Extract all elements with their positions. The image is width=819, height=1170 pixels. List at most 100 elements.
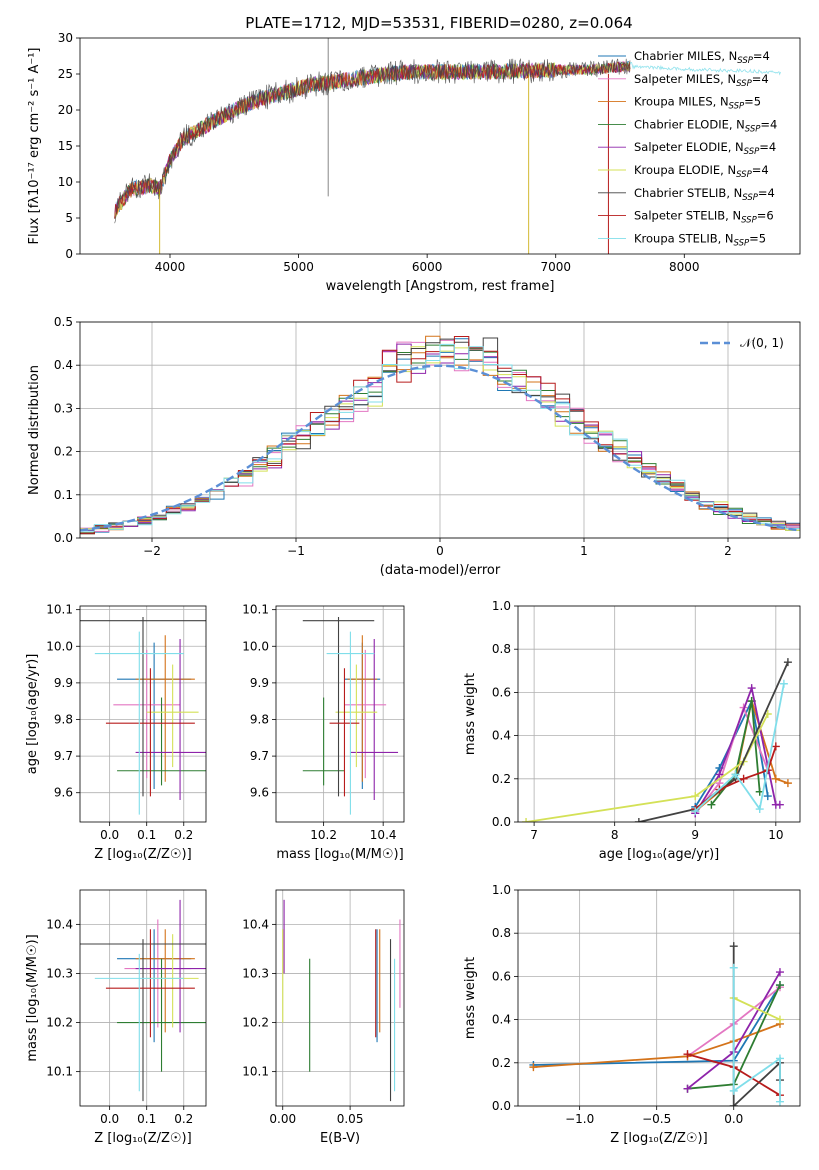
legend-label: Chabrier ELODIE, NSSP=4 (634, 117, 777, 134)
x-axis-label: mass [log₁₀(M/M☉)] (276, 847, 403, 862)
mass-weight-marker (729, 1102, 738, 1106)
y-tick-label: 0.0 (492, 815, 511, 829)
legend-label: Chabrier STELIB, NSSP=4 (634, 186, 775, 203)
axes-frame (79, 605, 207, 823)
plot-area-spectrum (114, 38, 781, 254)
mass-weight-line (638, 661, 789, 822)
y-tick-label: 10.4 (242, 917, 269, 931)
y-tick-label: 0.6 (492, 969, 511, 983)
panel-mass_vs_z: 0.0 0.1 0.2 10.1 10.2 10.3 10.4 Z [log₁₀(Z/Z☉)]… (25, 889, 207, 1146)
y-tick-label: 0.4 (54, 358, 73, 372)
legend-label: Salpeter ELODIE, NSSP=4 (634, 140, 776, 157)
axes-frame (79, 37, 801, 255)
panel-spectrum: 4000 5000 6000 7000 8000 0 5 10 15 20 25 30 waveleng… (27, 31, 801, 294)
panel-mass_vs_ebv: 0.00 0.05 10.1 10.2 10.3 10.4 E(B-V) (242, 889, 405, 1146)
x-tick-label: 10 (768, 828, 783, 842)
mass-weight-marker (529, 1063, 538, 1072)
x-tick-label: 9 (691, 828, 699, 842)
y-axis-label: mass weight (463, 957, 478, 1039)
panel-mass_weight_vs_z: −1.0 −0.5 0.0 0.0 0.2 0.4 0.6 0.8 1.0 Z [log₁₀(Z/… (463, 883, 801, 1146)
y-tick-label: 1.0 (492, 599, 511, 613)
mass-weight-marker (691, 792, 700, 801)
mass-weight-marker (715, 770, 724, 779)
y-tick-label: 0.4 (492, 1013, 511, 1027)
mass-weight-marker (739, 774, 748, 783)
x-axis-label: Z [log₁₀(Z/Z☉)] (94, 1131, 191, 1146)
mass-weight-marker (783, 658, 792, 667)
plot-area-mass_vs_z (80, 899, 206, 1102)
mass-weight-marker (755, 805, 764, 814)
spectrum-line-kroupa-miles (114, 61, 631, 219)
mass-weight-marker (691, 807, 700, 816)
y-tick-label: 10 (58, 175, 73, 189)
mass-weight-marker (522, 818, 531, 822)
y-tick-label: 30 (58, 31, 73, 45)
histogram-step-chabrier-stelib (80, 337, 800, 535)
mass-weight-line (733, 997, 781, 1021)
y-tick-label: 10.4 (46, 917, 73, 931)
panel-age_vs_mass: 10.2 10.4 9.6 9.7 9.8 9.9 10.0 10.1 mass [log₁₀(… (242, 603, 405, 862)
y-tick-label: 10.2 (46, 1016, 73, 1030)
x-tick-label: 7000 (540, 260, 571, 274)
axes-frame (275, 889, 405, 1107)
spectrum-legend: Chabrier MILES, NSSP=4 Salpeter MILES, NS… (598, 49, 777, 248)
y-tick-label: 0.2 (492, 772, 511, 786)
normal-reference-curve (80, 364, 800, 532)
x-tick-label: 0.00 (269, 1112, 296, 1126)
x-tick-label: 0.0 (100, 828, 119, 842)
panel-residuals: −2 −1 0 1 2 0.0 0.1 0.2 0.3 0.4 0.5 (data-model)/er… (27, 315, 801, 578)
mass-weight-marker (775, 1097, 784, 1106)
legend-label: Salpeter STELIB, NSSP=6 (634, 209, 774, 226)
y-tick-label: 0 (65, 247, 73, 261)
axes-frame (79, 889, 207, 1107)
x-axis-label: wavelength [Angstrom, rest frame] (326, 279, 555, 294)
y-tick-label: 9.8 (54, 712, 73, 726)
mass-weight-marker (683, 1084, 692, 1093)
x-tick-label: −1 (287, 544, 305, 558)
mass-weight-marker (634, 818, 643, 822)
y-tick-label: 10.1 (242, 603, 269, 617)
y-tick-label: 0.8 (492, 926, 511, 940)
y-tick-label: 0.6 (492, 685, 511, 699)
mass-weight-marker (775, 800, 784, 809)
x-tick-label: 10.4 (370, 828, 397, 842)
y-tick-label: 10.2 (242, 1016, 269, 1030)
y-axis-label: Normed distribution (27, 365, 42, 495)
mass-weight-marker (763, 792, 772, 801)
x-tick-label: 2 (724, 544, 732, 558)
y-tick-label: 0.0 (492, 1099, 511, 1113)
mass-weight-line (710, 700, 761, 806)
mass-weight-marker (771, 774, 780, 783)
y-tick-label: 0.8 (492, 642, 511, 656)
y-tick-label: 0.1 (54, 488, 73, 502)
axes-frame (517, 605, 801, 823)
y-tick-label: 9.6 (250, 786, 269, 800)
y-tick-label: 1.0 (492, 883, 511, 897)
x-tick-label: 5000 (283, 260, 314, 274)
x-tick-label: 0.1 (137, 828, 156, 842)
mass-weight-marker (683, 1050, 692, 1059)
mass-weight-marker (783, 779, 792, 788)
mass-weight-marker (731, 770, 740, 779)
x-tick-label: 4000 (155, 260, 186, 274)
mass-weight-line (694, 683, 785, 812)
legend-label: Kroupa STELIB, NSSP=5 (634, 231, 766, 248)
mass-weight-marker (747, 684, 756, 693)
mass-weight-line (732, 967, 781, 1102)
x-tick-label: 0.0 (100, 1112, 119, 1126)
x-tick-label: 1 (580, 544, 588, 558)
x-tick-label: −0.5 (642, 1112, 671, 1126)
y-axis-label: Flux [fλ10⁻¹⁷ erg cm⁻² s⁻¹ A⁻¹] (27, 48, 42, 245)
legend-label: Chabrier MILES, NSSP=4 (634, 49, 770, 66)
spectrum-line-chabrier-elodie (114, 61, 631, 219)
mass-weight-marker (707, 800, 716, 809)
mass-weight-marker (729, 963, 738, 972)
legend-label: Kroupa ELODIE, NSSP=4 (634, 163, 769, 180)
y-tick-label: 9.9 (54, 676, 73, 690)
y-tick-label: 10.3 (46, 966, 73, 980)
x-axis-label: Z [log₁₀(Z/Z☉)] (610, 1131, 707, 1146)
x-axis-label: age [log₁₀(age/yr)] (599, 847, 720, 862)
plot-layer: 4000 5000 6000 7000 8000051015202530waveleng… (25, 31, 801, 1146)
y-tick-label: 25 (58, 67, 73, 81)
